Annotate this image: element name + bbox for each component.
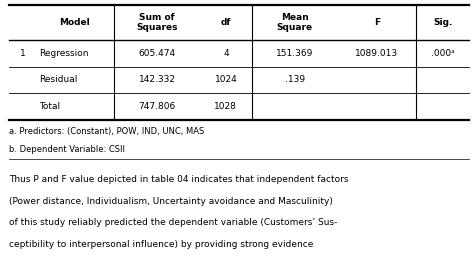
Text: Regression: Regression [39, 49, 89, 58]
Text: Mean
Square: Mean Square [277, 13, 313, 32]
Text: Sig.: Sig. [433, 18, 453, 27]
Text: 747.806: 747.806 [138, 102, 175, 111]
Text: a. Predictors: (Constant), POW, IND, UNC, MAS: a. Predictors: (Constant), POW, IND, UNC… [9, 127, 205, 137]
Text: Residual: Residual [39, 75, 77, 85]
Text: b. Dependent Variable: CSII: b. Dependent Variable: CSII [9, 145, 126, 154]
Text: ceptibility to interpersonal influence) by providing strong evidence: ceptibility to interpersonal influence) … [9, 240, 314, 249]
Text: 4: 4 [223, 49, 228, 58]
Text: df: df [221, 18, 231, 27]
Text: F: F [374, 18, 380, 27]
Text: .139: .139 [285, 75, 305, 85]
Text: .000ᵃ: .000ᵃ [431, 49, 455, 58]
Text: 1: 1 [19, 49, 25, 58]
Text: 142.332: 142.332 [138, 75, 175, 85]
Text: (Power distance, Individualism, Uncertainty avoidance and Masculinity): (Power distance, Individualism, Uncertai… [9, 197, 333, 206]
Text: 605.474: 605.474 [138, 49, 175, 58]
Text: 1024: 1024 [215, 75, 237, 85]
Text: Total: Total [39, 102, 60, 111]
Text: 1089.013: 1089.013 [356, 49, 399, 58]
Text: 1028: 1028 [214, 102, 237, 111]
Text: Sum of
Squares: Sum of Squares [136, 13, 178, 32]
Text: Thus P and F value depicted in table 04 indicates that independent factors: Thus P and F value depicted in table 04 … [9, 175, 349, 184]
Text: Model: Model [60, 18, 90, 27]
Text: of this study reliably predicted the dependent variable (Customers’ Sus-: of this study reliably predicted the dep… [9, 218, 338, 228]
Text: 151.369: 151.369 [276, 49, 313, 58]
